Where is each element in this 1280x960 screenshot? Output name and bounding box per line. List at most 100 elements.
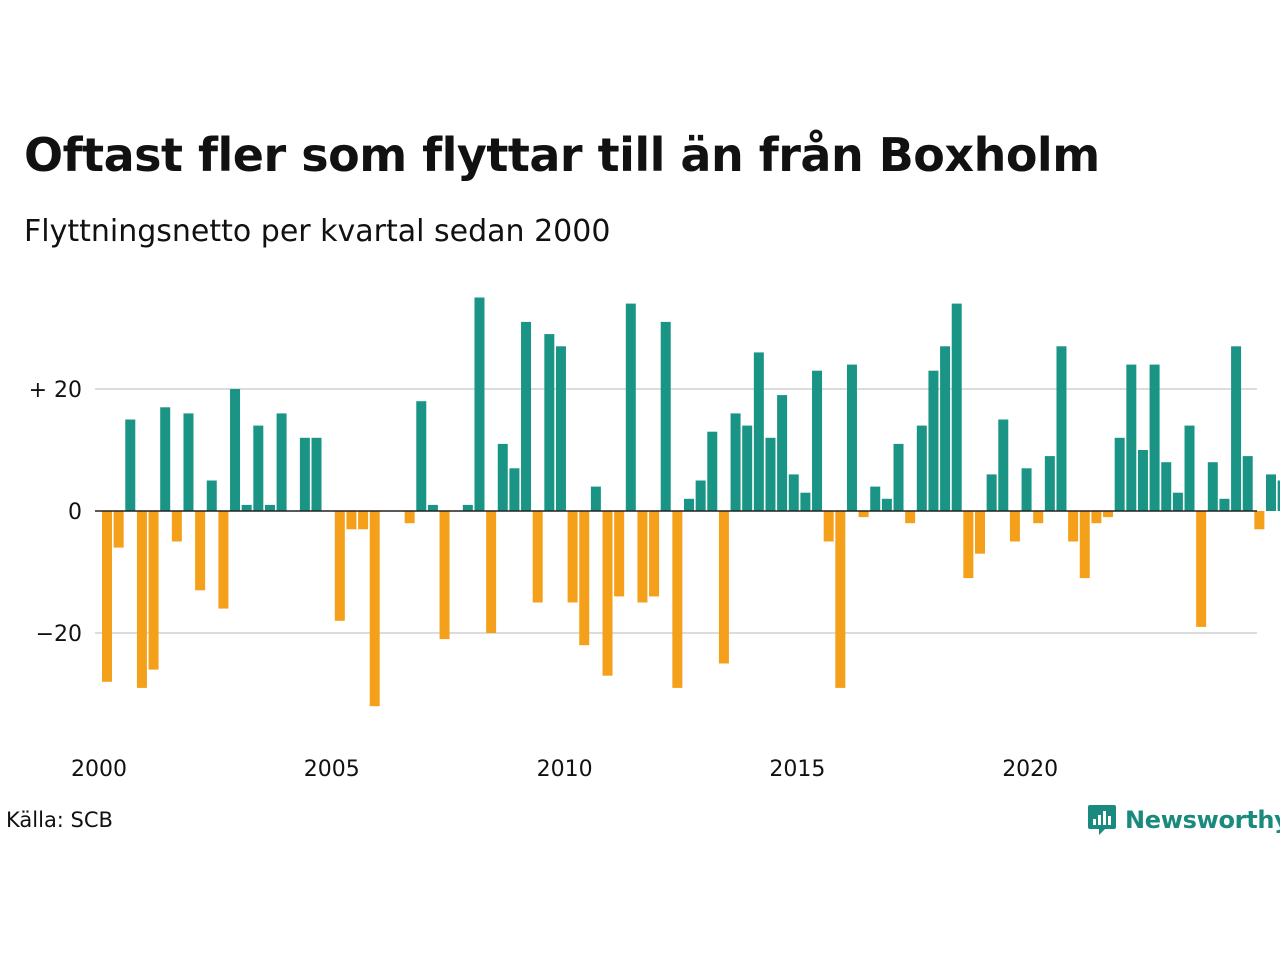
bar	[1114, 437, 1125, 511]
bar	[486, 511, 497, 633]
bar	[1161, 462, 1172, 511]
chart-subtitle: Flyttningsnetto per kvartal sedan 2000	[24, 214, 611, 249]
source-note: Källa: SCB	[6, 808, 113, 832]
bar	[916, 425, 927, 511]
bar	[264, 504, 275, 511]
bar	[148, 511, 159, 670]
bar	[963, 511, 974, 579]
x-tick-label: 2000	[71, 757, 127, 782]
bar	[509, 468, 520, 511]
bar	[474, 297, 485, 511]
bar	[730, 413, 741, 511]
bar	[171, 511, 182, 542]
bar	[881, 498, 892, 511]
bar	[521, 321, 532, 511]
bar	[125, 419, 136, 511]
bar	[1277, 480, 1280, 511]
bar	[416, 401, 427, 511]
bar	[870, 486, 881, 511]
bar	[684, 498, 694, 511]
bar	[800, 492, 811, 511]
y-tick-labels: + 20 0 −20	[29, 378, 82, 647]
bar	[253, 425, 264, 511]
bar	[532, 511, 543, 603]
bar	[1068, 511, 1079, 542]
bar	[672, 511, 683, 688]
bar	[1196, 511, 1207, 627]
bar	[718, 511, 729, 664]
bar	[369, 511, 380, 707]
bar	[835, 511, 846, 688]
bar	[602, 511, 613, 676]
newsworthy-logo: Newsworthy	[1087, 803, 1280, 837]
bar	[649, 511, 660, 597]
newsworthy-chart-logo-icon	[1088, 805, 1116, 835]
bar	[439, 511, 450, 640]
bar	[695, 480, 706, 511]
bar	[160, 407, 171, 511]
bar	[1254, 511, 1265, 530]
bar	[462, 504, 473, 511]
bar	[1079, 511, 1090, 579]
bar	[905, 511, 916, 524]
bar	[625, 303, 636, 511]
bar	[742, 425, 753, 511]
bars	[102, 297, 1280, 707]
bar	[206, 480, 217, 511]
bar	[1184, 425, 1195, 511]
bar	[858, 511, 869, 518]
bar	[812, 370, 823, 511]
bar	[1009, 511, 1020, 542]
bar	[346, 511, 357, 530]
bar	[1207, 462, 1218, 511]
x-tick-labels: 2000 2005 2010 2015 2020	[71, 757, 1058, 782]
bar	[555, 346, 566, 511]
bar	[753, 352, 764, 511]
bar	[975, 511, 985, 554]
bar	[218, 511, 229, 609]
bar	[590, 486, 601, 511]
bar	[893, 443, 904, 511]
bar	[404, 511, 415, 524]
bar	[777, 395, 788, 511]
bar	[241, 504, 252, 511]
y-tick-label: −20	[36, 622, 82, 647]
bar	[707, 431, 718, 511]
bar	[427, 504, 438, 511]
bar	[579, 511, 590, 646]
bar	[299, 437, 310, 511]
brand-name: Newsworthy	[1125, 806, 1280, 834]
x-tick-label: 2005	[304, 757, 360, 782]
bar	[1103, 511, 1114, 518]
bar	[1056, 346, 1067, 511]
bar	[102, 511, 112, 682]
bar	[1219, 498, 1230, 511]
bar	[358, 511, 369, 530]
bar	[334, 511, 345, 621]
bar	[230, 389, 241, 511]
bar	[1033, 511, 1044, 524]
bar	[1021, 468, 1032, 511]
bar	[951, 303, 962, 511]
bar	[928, 370, 939, 511]
bar	[660, 321, 671, 511]
bar	[788, 474, 799, 511]
bar	[183, 413, 194, 511]
bar	[1126, 364, 1137, 511]
bar	[1172, 492, 1183, 511]
x-tick-label: 2015	[769, 757, 825, 782]
bar	[986, 474, 997, 511]
bar	[614, 511, 625, 597]
bar	[567, 511, 578, 603]
bar	[497, 443, 508, 511]
bar	[1242, 456, 1253, 511]
bar	[765, 437, 776, 511]
bar	[195, 511, 206, 591]
bar	[1231, 346, 1242, 511]
bar	[544, 334, 555, 511]
bar	[1137, 450, 1148, 511]
bar	[113, 511, 124, 548]
bar	[1266, 474, 1276, 511]
bar	[1091, 511, 1102, 524]
